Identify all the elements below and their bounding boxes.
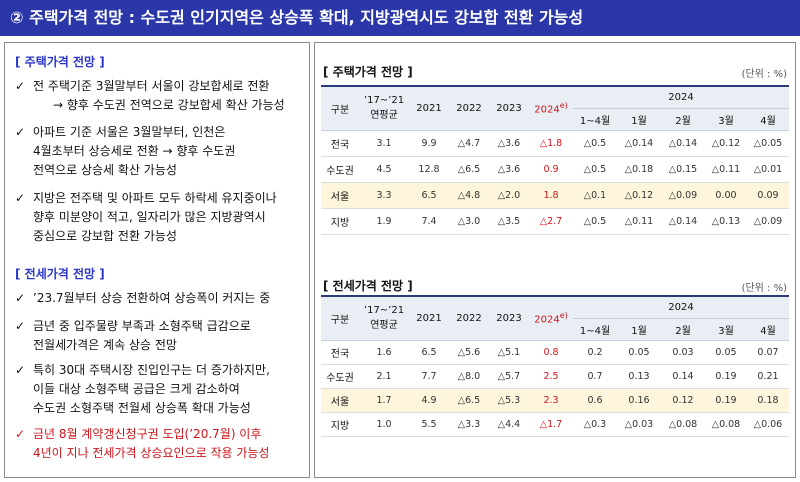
table-row: 전국 1.6 6.5 △5.6 △5.1 0.8 0.2 0.05 0.03 0… <box>321 340 789 365</box>
header-apr: 4월 <box>747 108 789 131</box>
sale-bullet-2: ✓ 아파트 기준 서울은 3월말부터, 인천은 4월초부터 상승세로 전환 → 향… <box>15 125 236 177</box>
check-icon: ✓ <box>15 363 26 377</box>
rent-bullet-2: ✓ 금년 중 입주물량 부족과 소형주택 급감으로 전월세가격은 계속 상승 전망 <box>15 319 251 352</box>
table-row: 전국 3.1 9.9 △4.7 △3.6 △1.8 △0.5 △0.14 △0.… <box>321 130 789 157</box>
header-2021: 2021 <box>409 86 449 131</box>
header-2021: 2021 <box>409 296 449 341</box>
table-row: 지방 1.9 7.4 △3.0 △3.5 △2.7 △0.5 △0.11 △0.… <box>321 208 789 235</box>
rent-bullet-4: ✓ 금년 8월 계약갱신청구권 도입(’20.7월) 이후 4년이 지나 전세가격… <box>15 427 270 460</box>
header-2024: 2024 <box>573 86 789 109</box>
sale-bullet-1: ✓ 전 주택기준 3월말부터 서울이 강보합세로 전환 → 향후 수도권 전역으로… <box>15 79 285 112</box>
check-icon: ✓ <box>15 79 26 93</box>
header-feb: 2월 <box>661 108 705 131</box>
header-2024: 2024 <box>573 296 789 319</box>
check-icon: ✓ <box>15 319 26 333</box>
table-row: 수도권 2.1 7.7 △8.0 △5.7 2.5 0.7 0.13 0.14 … <box>321 364 789 389</box>
header-jan-apr: 1~4월 <box>573 318 617 341</box>
table-row: 수도권 4.5 12.8 △6.5 △3.6 0.9 △0.5 △0.18 △0… <box>321 156 789 183</box>
header-2024e: 2024e) <box>529 86 573 131</box>
rent-bullet-1: ✓ ’23.7월부터 상승 전환하여 상승폭이 커지는 중 <box>15 289 309 308</box>
sale-outlook-title: [ 주택가격 전망 ] <box>15 55 105 69</box>
rent-bullet-3: ✓ 특히 30대 주택시장 진입인구는 더 증가하지만, 이들 대상 소형주택 공… <box>15 363 270 415</box>
header-apr: 4월 <box>747 318 789 341</box>
check-icon: ✓ <box>15 291 26 305</box>
header-avg: ’17~’21 연평균 <box>359 86 409 131</box>
header-region: 구분 <box>321 86 359 131</box>
header-region: 구분 <box>321 296 359 341</box>
table-row: 서울 3.3 6.5 △4.8 △2.0 1.8 △0.1 △0.12 △0.0… <box>321 182 789 209</box>
sale-table-title: [ 주택가격 전망 ] <box>323 65 413 79</box>
sale-price-table: 구분 ’17~’21 연평균 2021 2022 2023 2024e) 2024… <box>321 85 789 235</box>
sale-bullet-3: ✓ 지방은 전주택 및 아파트 모두 하락세 유지중이나 향후 미분양이 적고, … <box>15 191 277 243</box>
header-avg: ’17~’21 연평균 <box>359 296 409 341</box>
header-2024e: 2024e) <box>529 296 573 341</box>
outlook-text-panel: [ 주택가격 전망 ] ✓ 전 주택기준 3월말부터 서울이 강보합세로 전환 →… <box>4 42 310 478</box>
rent-table-title: [ 전세가격 전망 ] <box>323 279 413 293</box>
check-icon: ✓ <box>15 125 26 139</box>
rent-outlook-title: [ 전세가격 전망 ] <box>15 267 105 281</box>
check-icon: ✓ <box>15 427 26 441</box>
sale-table-unit: (단위 : %) <box>741 69 787 80</box>
check-icon: ✓ <box>15 191 26 205</box>
header-2022: 2022 <box>449 86 489 131</box>
header-jan: 1월 <box>617 318 661 341</box>
header-jan-apr: 1~4월 <box>573 108 617 131</box>
table-row: 서울 1.7 4.9 △6.5 △5.3 2.3 0.6 0.16 0.12 0… <box>321 388 789 413</box>
outlook-tables-panel: [ 주택가격 전망 ] (단위 : %) 구분 ’17~’21 연평균 2021 … <box>314 42 796 478</box>
header-jan: 1월 <box>617 108 661 131</box>
header-mar: 3월 <box>705 108 747 131</box>
table-row: 지방 1.0 5.5 △3.3 △4.4 △1.7 △0.3 △0.03 △0.… <box>321 412 789 437</box>
header-2022: 2022 <box>449 296 489 341</box>
page-title: ② 주택가격 전망 : 수도권 인기지역은 상승폭 확대, 지방광역시도 강보합… <box>10 8 584 27</box>
page-header: ② 주택가격 전망 : 수도권 인기지역은 상승폭 확대, 지방광역시도 강보합… <box>0 0 800 36</box>
rent-table-unit: (단위 : %) <box>741 283 787 294</box>
rent-price-table: 구분 ’17~’21 연평균 2021 2022 2023 2024e) 2024… <box>321 295 789 437</box>
header-2023: 2023 <box>489 296 529 341</box>
header-2023: 2023 <box>489 86 529 131</box>
header-mar: 3월 <box>705 318 747 341</box>
header-feb: 2월 <box>661 318 705 341</box>
